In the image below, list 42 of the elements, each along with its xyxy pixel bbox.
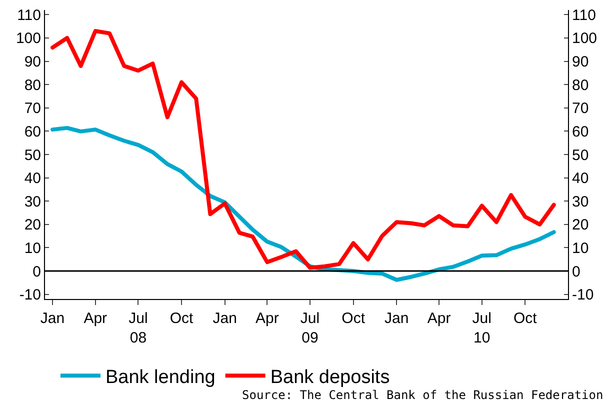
- y2-tick-label: 110: [572, 6, 596, 24]
- y-tick-label: 110: [17, 6, 41, 24]
- x-tick-label: Apr: [84, 310, 108, 327]
- y2-tick-label: 10: [572, 240, 589, 257]
- x-tick-label: Jul 09: [300, 310, 320, 346]
- y-tick-label: 100: [16, 30, 41, 48]
- y2-tick-label: 60: [572, 123, 589, 140]
- y2-tick-label: 70: [572, 100, 589, 118]
- y-tick-label: 30: [24, 193, 41, 210]
- y-tick-label: 10: [24, 240, 41, 257]
- y2-tick-label: 20: [572, 216, 589, 234]
- legend-label: Bank lending: [105, 367, 216, 388]
- y2-tick-label: 0: [572, 263, 580, 280]
- y-tick-label: -10: [19, 286, 41, 304]
- y2-tick-label: 50: [572, 146, 589, 164]
- x-tick-label: Jul 10: [472, 310, 492, 346]
- y2-tick-label: 90: [572, 54, 589, 71]
- y2-tick-label: 30: [572, 193, 589, 210]
- y-tick-label: 40: [24, 170, 41, 188]
- y-tick-label: 70: [24, 100, 41, 118]
- y2-tick-label: 100: [572, 30, 598, 48]
- x-tick-label: Apr: [427, 310, 451, 327]
- y-tick-label: 60: [24, 123, 41, 140]
- y2-tick-label: 40: [572, 170, 589, 188]
- x-tick-label: Jan: [212, 310, 237, 327]
- line-series: [50, 28, 556, 270]
- x-tick-label: Oct: [513, 310, 538, 327]
- y-tick-label: 90: [24, 54, 41, 71]
- y-tick-label: 80: [24, 76, 41, 94]
- y-tick-label: 20: [24, 216, 41, 234]
- x-tick-label: Oct: [170, 310, 194, 327]
- y2-tick-label: -10: [572, 286, 594, 304]
- x-tick-label: Jul 08: [128, 310, 148, 346]
- y-tick-label: 0: [32, 263, 41, 280]
- y-tick-label: 50: [24, 146, 41, 164]
- x-tick-label: Jan: [40, 310, 65, 327]
- x-tick-label: Oct: [342, 310, 366, 327]
- legend-label: Bank deposits: [270, 367, 390, 388]
- x-tick-label: Jan: [384, 310, 409, 327]
- y2-tick-label: 80: [572, 76, 589, 94]
- source-note: Source: The Central Bank of the Russian Federation: [242, 388, 604, 402]
- x-tick-label: Apr: [256, 310, 279, 327]
